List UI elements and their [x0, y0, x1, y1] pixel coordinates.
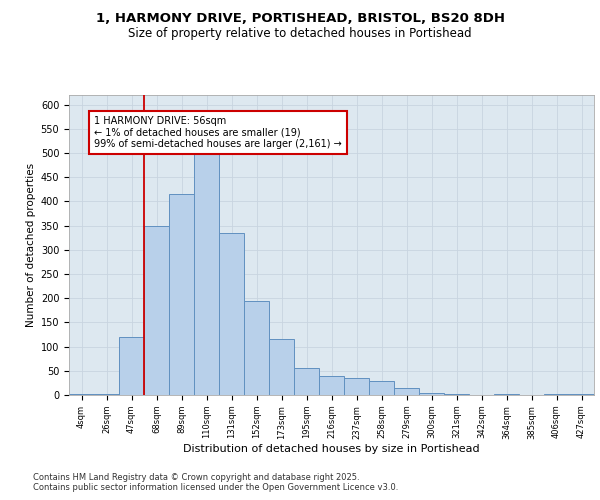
Text: Contains HM Land Registry data © Crown copyright and database right 2025.
Contai: Contains HM Land Registry data © Crown c… [33, 472, 398, 492]
Bar [144, 226, 169, 395]
Text: 1, HARMONY DRIVE, PORTISHEAD, BRISTOL, BS20 8DH: 1, HARMONY DRIVE, PORTISHEAD, BRISTOL, B… [95, 12, 505, 26]
Bar [444, 394, 469, 395]
Bar [544, 394, 569, 395]
Bar [344, 378, 369, 395]
Bar [244, 300, 269, 395]
Text: 1 HARMONY DRIVE: 56sqm
← 1% of detached houses are smaller (19)
99% of semi-deta: 1 HARMONY DRIVE: 56sqm ← 1% of detached … [94, 116, 342, 149]
Bar [319, 376, 344, 395]
Bar [419, 392, 444, 395]
Bar [169, 194, 194, 395]
Y-axis label: Number of detached properties: Number of detached properties [26, 163, 37, 327]
Bar [219, 233, 244, 395]
Bar [269, 340, 294, 395]
Bar [294, 368, 319, 395]
Bar [369, 382, 394, 395]
Bar [194, 148, 219, 395]
Bar [494, 394, 519, 395]
Bar [94, 394, 119, 395]
Bar [69, 394, 94, 395]
Bar [569, 394, 594, 395]
Bar [119, 337, 144, 395]
X-axis label: Distribution of detached houses by size in Portishead: Distribution of detached houses by size … [183, 444, 480, 454]
Bar [394, 388, 419, 395]
Text: Size of property relative to detached houses in Portishead: Size of property relative to detached ho… [128, 28, 472, 40]
